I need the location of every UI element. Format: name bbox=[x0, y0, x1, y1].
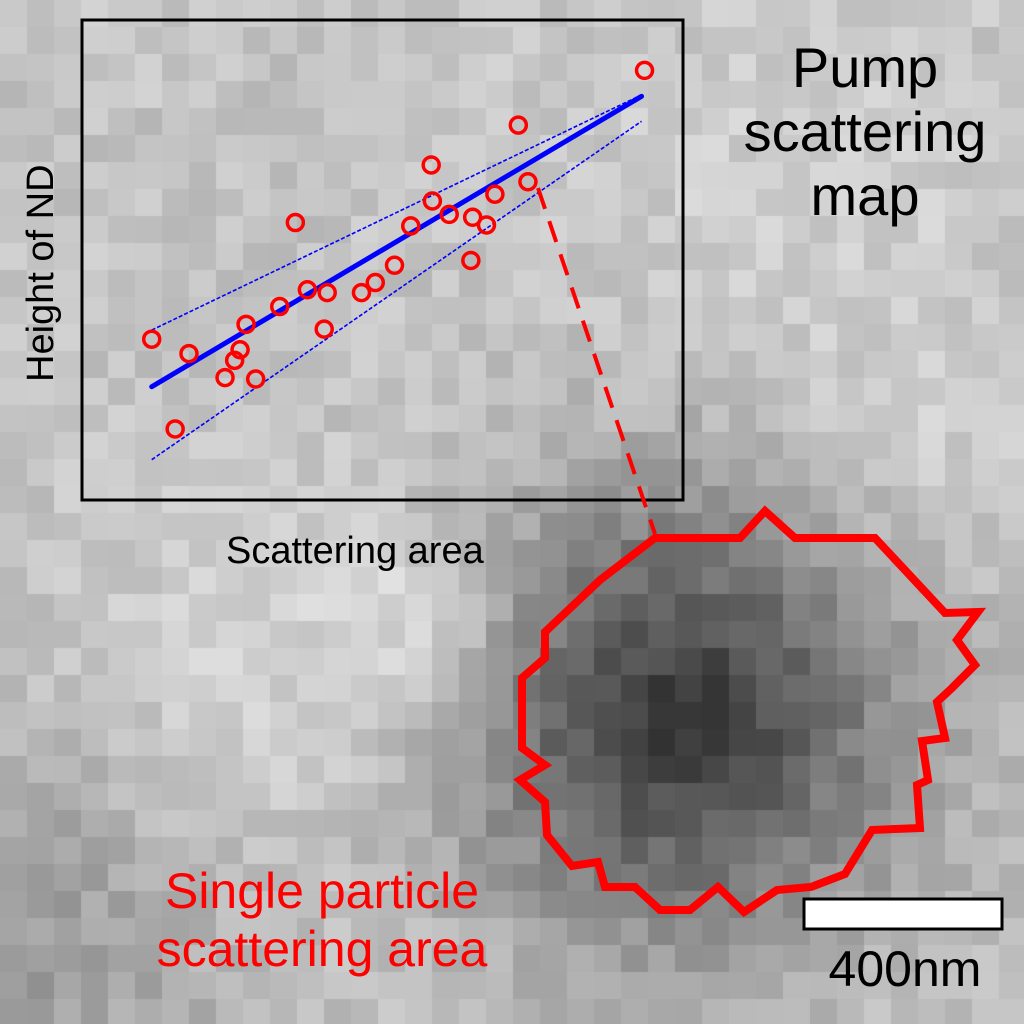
fit-line bbox=[149, 93, 645, 390]
data-point bbox=[236, 314, 256, 335]
data-point bbox=[179, 343, 199, 364]
particle-label-line: scattering area bbox=[156, 921, 488, 977]
data-point bbox=[224, 350, 245, 371]
data-point bbox=[351, 282, 372, 303]
data-point bbox=[245, 369, 266, 389]
map-title-line: Pump bbox=[791, 36, 939, 99]
data-point bbox=[285, 212, 306, 233]
data-point bbox=[422, 191, 443, 211]
scatter-plot bbox=[141, 60, 655, 461]
x-axis-label: Scattering area bbox=[226, 530, 484, 572]
data-point bbox=[461, 250, 481, 271]
data-point bbox=[421, 155, 441, 175]
data-point bbox=[485, 184, 505, 204]
data-point bbox=[297, 280, 318, 300]
data-point bbox=[365, 272, 386, 293]
single-particle-outline bbox=[513, 505, 987, 918]
map-title-line: map bbox=[810, 164, 920, 227]
data-point bbox=[215, 367, 235, 388]
map-title-line: scattering bbox=[743, 100, 987, 163]
data-point bbox=[400, 216, 421, 236]
data-point bbox=[476, 215, 497, 235]
data-point bbox=[518, 172, 538, 192]
confidence-band-lower bbox=[151, 120, 642, 461]
data-point bbox=[141, 329, 162, 349]
y-axis-label: Height of ND bbox=[20, 164, 62, 382]
zoom-connector-line bbox=[536, 187, 657, 535]
data-point bbox=[634, 60, 655, 81]
particle-label: Single particle scattering area bbox=[92, 862, 552, 978]
data-point bbox=[230, 340, 250, 360]
data-point bbox=[165, 419, 185, 439]
particle-label-line: Single particle bbox=[164, 863, 480, 919]
scale-bar bbox=[802, 897, 1004, 931]
confidence-band-upper bbox=[151, 94, 642, 331]
data-point bbox=[508, 115, 529, 135]
scale-bar-label: 400nm bbox=[828, 941, 982, 997]
data-point bbox=[384, 255, 405, 276]
data-point bbox=[314, 319, 334, 339]
data-point bbox=[317, 282, 337, 303]
scatter-plot-frame bbox=[80, 18, 685, 502]
data-point bbox=[439, 204, 459, 225]
data-point bbox=[269, 296, 290, 317]
map-title: Pump scattering map bbox=[700, 36, 1024, 228]
